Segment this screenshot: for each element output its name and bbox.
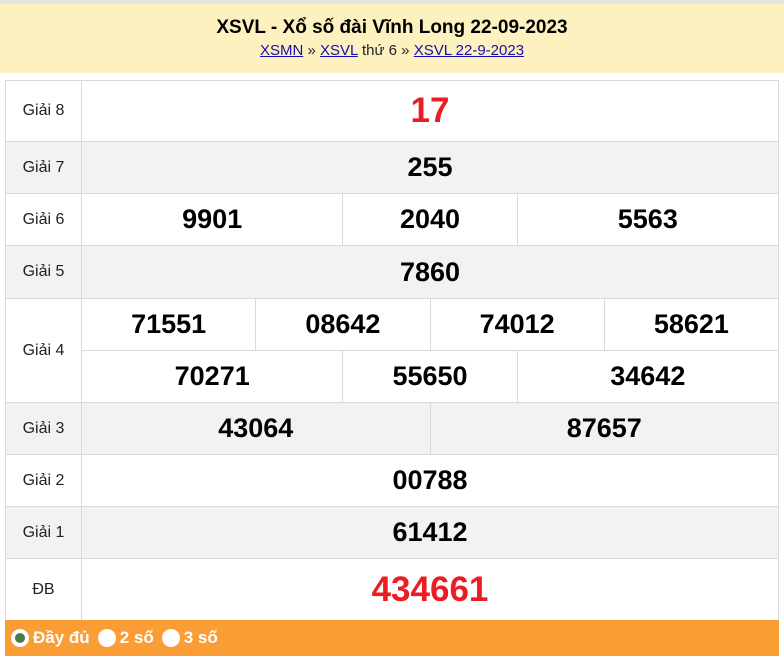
option-full[interactable]: Đầy đủ (11, 628, 90, 648)
prize-number: 71551 (80, 298, 257, 351)
crumb-xsmn-link[interactable]: XSMN (259, 42, 304, 59)
row-g6: Giải 6 9901 2040 5563 (5, 193, 780, 246)
crumb-text: thứ 6 » (357, 42, 414, 59)
prize-label: Giải 2 (5, 454, 82, 507)
results-table: Giải 8 17 Giải 7 255 Giải 6 9901 2040 5563 Gi… (5, 80, 780, 621)
option-label: 2 số (119, 628, 154, 647)
prize-label: Giải 7 (5, 141, 82, 194)
row-g7: Giải 7 255 (5, 141, 779, 194)
special-prize-number: 434661 (81, 558, 779, 621)
prize-number: 74012 (429, 298, 605, 351)
prize-number: 5563 (516, 193, 780, 246)
breadcrumb: XSMN » XSVL thứ 6 » XSVL 22-9-2023 (0, 41, 784, 61)
row-g2: Giải 2 00788 (5, 454, 779, 507)
prize-number: 9901 (80, 193, 344, 246)
option-2-digits[interactable]: 2 số (97, 628, 154, 648)
row-db: ĐB 434661 (5, 558, 779, 621)
display-options: Đầy đủ 2 số 3 số (5, 620, 779, 656)
prize-label: Giải 6 (5, 193, 82, 246)
radio-selected-icon[interactable] (11, 629, 29, 647)
crumb-date-link[interactable]: XSVL 22-9-2023 (413, 42, 525, 59)
prize-number: 255 (81, 141, 779, 194)
header: XSVL - Xổ số đài Vĩnh Long 22-09-2023 XS… (0, 4, 784, 73)
prize-label: Giải 8 (5, 80, 82, 142)
row-g4: Giải 4 71551 08642 74012 58621 (5, 298, 780, 403)
page-title: XSVL - Xổ số đài Vĩnh Long 22-09-2023 (216, 17, 568, 38)
prize-number: 7860 (81, 245, 779, 299)
prize-label: ĐB (5, 558, 82, 621)
prize-number: 70271 (80, 350, 344, 403)
crumb-xsvl-link[interactable]: XSVL (319, 42, 358, 59)
prize-number: 00788 (81, 454, 779, 507)
prize-number: 34642 (516, 350, 780, 403)
row-g4b: 70271 55650 34642 (6, 350, 780, 403)
prize-number: 17 (81, 80, 779, 142)
prize-number: 58621 (603, 298, 780, 351)
prize-number: 43064 (81, 402, 431, 455)
prize-label: Giải 4 (5, 298, 82, 403)
option-label: Đầy đủ (33, 628, 90, 647)
radio-icon[interactable] (161, 629, 180, 647)
prize-label: Giải 5 (5, 245, 82, 299)
radio-icon[interactable] (97, 629, 116, 647)
prize-number: 61412 (81, 506, 779, 559)
option-3-digits[interactable]: 3 số (161, 628, 218, 648)
crumb-sep: » (303, 42, 320, 59)
prize-number: 87657 (429, 402, 779, 455)
row-g5: Giải 5 7860 (5, 245, 779, 299)
prize-number: 08642 (255, 298, 431, 351)
row-g8: Giải 8 17 (5, 80, 779, 142)
option-label: 3 số (183, 628, 218, 647)
row-g3: Giải 3 43064 87657 (5, 402, 779, 455)
prize-number: 55650 (342, 350, 518, 403)
prize-label: Giải 1 (5, 506, 82, 559)
row-g1: Giải 1 61412 (5, 506, 779, 559)
prize-label: Giải 3 (5, 402, 82, 455)
prize-number: 2040 (342, 193, 518, 246)
top-border (0, 0, 784, 4)
